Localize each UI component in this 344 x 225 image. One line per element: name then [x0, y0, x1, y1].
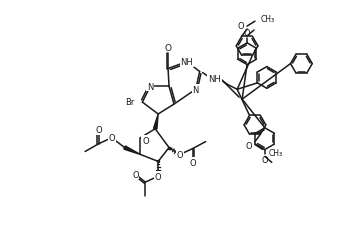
Text: CH₃: CH₃ [269, 148, 283, 157]
Text: CH₃: CH₃ [261, 15, 275, 24]
Text: O: O [164, 44, 172, 53]
Text: O: O [244, 29, 250, 38]
Text: NH: NH [181, 58, 193, 67]
Polygon shape [124, 146, 140, 155]
Text: O: O [96, 126, 102, 135]
Text: O: O [190, 158, 196, 167]
Text: O: O [142, 137, 149, 146]
Text: O: O [155, 172, 161, 181]
Text: NH: NH [208, 74, 221, 83]
Text: O: O [176, 150, 183, 159]
Text: O: O [261, 155, 268, 164]
Text: O: O [238, 21, 245, 30]
Text: N: N [193, 86, 199, 94]
Text: Br: Br [125, 97, 135, 106]
Polygon shape [153, 115, 158, 130]
Text: O: O [108, 134, 115, 143]
Text: N: N [147, 82, 153, 91]
Text: O: O [132, 170, 139, 179]
Text: O: O [246, 142, 252, 151]
